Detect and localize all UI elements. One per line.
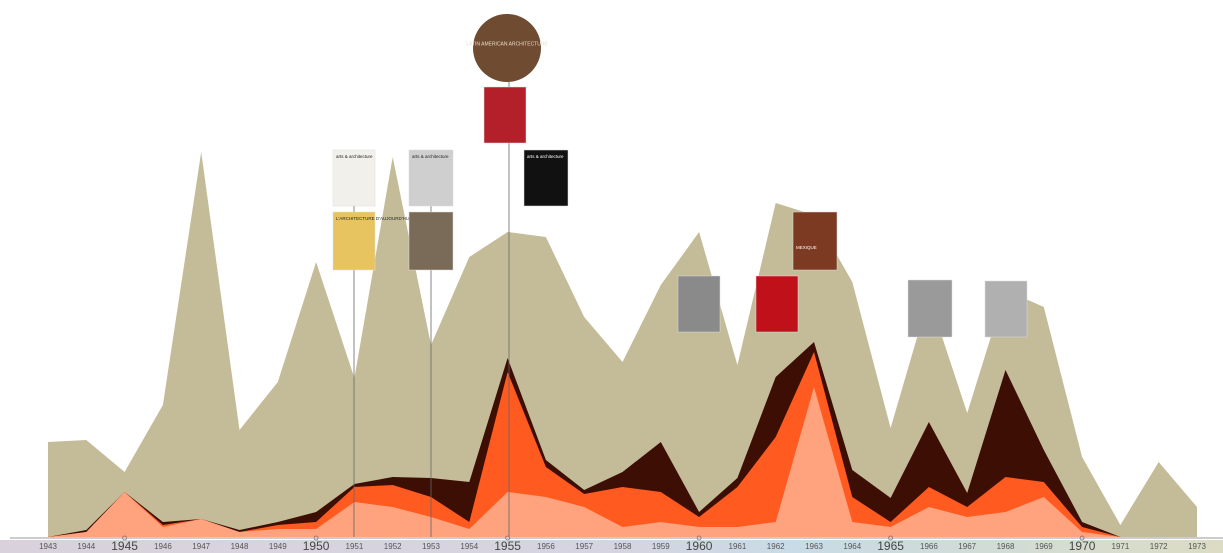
x-tick-label: 1964 — [843, 542, 861, 551]
year-dot — [696, 535, 702, 541]
cover — [332, 149, 376, 207]
x-tick-label: 1948 — [231, 542, 249, 551]
year-dot — [888, 535, 893, 541]
cover — [792, 211, 838, 271]
cover — [677, 275, 721, 333]
cover — [907, 279, 953, 338]
cover-text: arts & architecture — [336, 154, 373, 159]
x-tick-label: 1966 — [920, 542, 938, 551]
covers: LATIN AMERICAN ARCHITECTURE arts & archit… — [332, 14, 1028, 537]
cover — [408, 211, 454, 271]
x-tick-label: 1947 — [192, 542, 210, 551]
x-tick-label: 1955 — [494, 539, 521, 553]
cover-text: arts & architecture — [412, 154, 449, 159]
area — [48, 352, 1197, 537]
cover — [755, 275, 799, 333]
x-tick-label: 1960 — [686, 539, 713, 553]
x-tick-label: 1970 — [1069, 539, 1096, 553]
x-tick-label: 1945 — [111, 539, 138, 553]
x-tick-label: 1972 — [1150, 542, 1168, 551]
cover — [483, 86, 527, 144]
cover — [408, 149, 454, 207]
cover-text: arts & architecture — [527, 154, 564, 159]
x-tick-label: 1949 — [269, 542, 287, 551]
x-tick-label: 1954 — [460, 542, 478, 551]
x-tick-label: 1959 — [652, 542, 670, 551]
x-tick-label: 1967 — [958, 542, 976, 551]
area — [48, 342, 1197, 537]
areas — [48, 152, 1197, 537]
cover-text: LATIN AMERICAN ARCHITECTURE — [466, 41, 548, 47]
cover-text: MEXIQUE — [796, 245, 817, 250]
x-tick-label: 1956 — [537, 542, 555, 551]
cover — [984, 280, 1028, 338]
x-tick-label: 1946 — [154, 542, 172, 551]
x-tick-label: 1968 — [997, 542, 1015, 551]
cover — [332, 211, 376, 271]
x-tick-label: 1951 — [346, 542, 364, 551]
axis-labels: 1943 1944 1945 1946 1947 1948 1949 1950 1951 1952… — [39, 535, 1206, 553]
x-tick-label: 1963 — [805, 542, 823, 551]
x-tick-label: 1965 — [877, 539, 904, 553]
year-dot — [313, 535, 319, 541]
x-tick-label: 1958 — [614, 542, 632, 551]
x-tick-label: 1944 — [77, 542, 95, 551]
year-dot — [505, 535, 511, 541]
x-tick-label: 1943 — [39, 542, 57, 551]
x-tick-label: 1971 — [1112, 542, 1130, 551]
cover — [523, 149, 569, 207]
x-tick-label: 1973 — [1188, 542, 1206, 551]
x-tick-label: 1952 — [384, 542, 402, 551]
year-dot — [122, 535, 127, 541]
year-dot — [1079, 535, 1085, 541]
x-tick-label: 1957 — [575, 542, 593, 551]
x-tick-label: 1969 — [1035, 542, 1053, 551]
x-tick-label: 1950 — [303, 539, 330, 553]
x-tick-label: 1961 — [729, 542, 747, 551]
x-tick-label: 1962 — [767, 542, 785, 551]
cover-text: L'ARCHITECTURE D'AUJOURD'HUI — [336, 216, 410, 221]
time-axis — [0, 540, 1223, 553]
cover-round — [473, 14, 541, 82]
x-tick-label: 1953 — [422, 542, 440, 551]
area — [48, 152, 1197, 537]
